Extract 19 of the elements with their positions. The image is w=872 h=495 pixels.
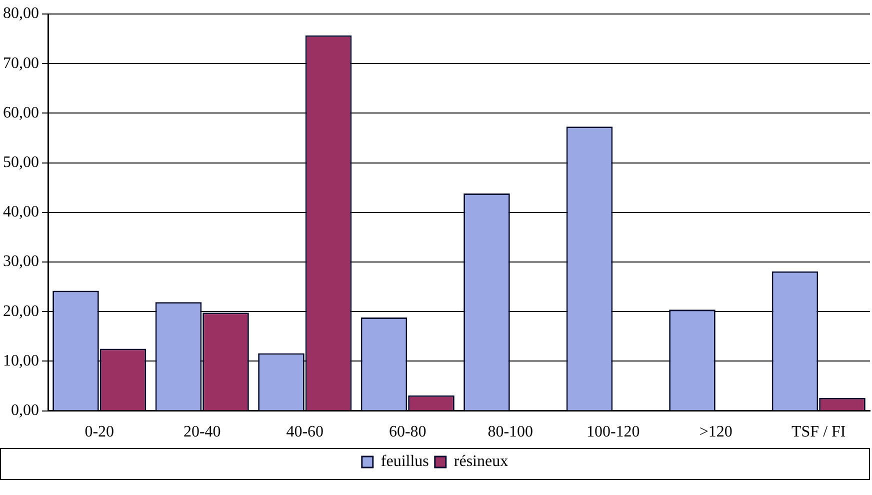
- legend-label: feuillus: [380, 453, 429, 470]
- y-tick-label: 20,00: [3, 302, 39, 320]
- x-tick-label: TSF / FI: [792, 424, 846, 441]
- y-tick-label: 0,00: [11, 402, 39, 420]
- x-tick-label: 40-60: [286, 424, 324, 441]
- y-tick-label: 50,00: [3, 154, 39, 172]
- y-tick-label: 60,00: [3, 104, 39, 122]
- y-tick-label: 80,00: [3, 5, 39, 22]
- y-tick-label: 30,00: [3, 253, 39, 270]
- x-tick-label: 20-40: [183, 424, 221, 441]
- x-tick-label: >120: [699, 424, 732, 441]
- y-tick-label: 70,00: [3, 54, 39, 72]
- y-tick-label: 40,00: [3, 204, 39, 221]
- x-tick-label: 0-20: [84, 424, 114, 441]
- legend-label: résineux: [454, 453, 508, 470]
- x-tick-label: 60-80: [388, 424, 426, 441]
- x-tick-label: 80-100: [488, 424, 534, 441]
- y-tick-label: 10,00: [3, 352, 39, 370]
- x-tick-label: 100-120: [586, 424, 640, 441]
